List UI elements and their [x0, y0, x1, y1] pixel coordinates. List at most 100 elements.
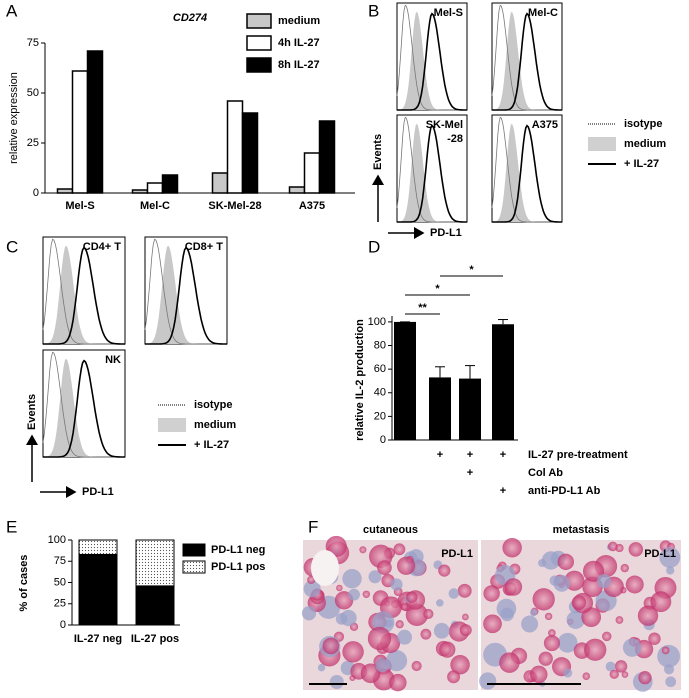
- x-axis-label: PD-L1: [430, 227, 462, 239]
- cell: [438, 564, 451, 577]
- legend-label: + IL-27: [624, 158, 659, 170]
- cell: [544, 612, 553, 621]
- y-tick-label: 75: [54, 555, 66, 567]
- cell: [615, 616, 624, 624]
- legend-label: isotype: [194, 399, 233, 411]
- cell: [504, 578, 523, 596]
- cell: [622, 638, 642, 657]
- cell: [483, 585, 500, 602]
- bar: [71, 70, 89, 194]
- cell: [433, 622, 450, 639]
- histogram-title: Mel-C: [528, 7, 558, 19]
- bar: [146, 182, 164, 194]
- panel-letter: D: [368, 237, 380, 256]
- panel-letter: B: [368, 1, 379, 20]
- cell: [336, 584, 343, 592]
- legend-label: medium: [624, 138, 666, 150]
- isotype-histogram: [42, 351, 125, 458]
- cell: [303, 580, 321, 598]
- bar: [226, 100, 244, 194]
- cell: [448, 588, 460, 599]
- cell: [405, 603, 429, 626]
- histogram-title: A375: [532, 119, 558, 131]
- cell: [530, 609, 538, 617]
- cell: [621, 671, 629, 678]
- cell: [459, 624, 472, 637]
- il27-histogram: [492, 124, 562, 223]
- y-tick-label: 60: [374, 363, 386, 375]
- histology-image: [301, 535, 478, 692]
- y-tick-label: 50: [27, 87, 39, 99]
- y-tick-label: 0: [380, 434, 386, 446]
- cell: [496, 598, 517, 619]
- y-tick-label: 25: [27, 137, 39, 149]
- legend-label: 8h IL-27: [278, 59, 320, 71]
- y-axis-label: Events: [26, 394, 38, 430]
- legend-swatch: [246, 35, 272, 51]
- y-tick-label: 75: [27, 37, 39, 49]
- cell: [499, 652, 520, 673]
- cell: [406, 591, 418, 603]
- x-tick-label: SK-Mel-28: [208, 200, 261, 212]
- cell: [602, 631, 612, 642]
- cell: [348, 588, 360, 601]
- legend-swatch: [246, 13, 272, 29]
- cell: [400, 603, 409, 611]
- y-tick-label: 100: [48, 534, 66, 546]
- cell: [553, 575, 571, 592]
- cell: [479, 672, 497, 690]
- bar: [86, 50, 104, 194]
- cell: [605, 661, 616, 672]
- medium-histogram: [492, 11, 562, 111]
- panel-letter: C: [6, 237, 18, 256]
- cell: [666, 566, 675, 575]
- medium-histogram: [397, 123, 467, 222]
- significance-label: *: [469, 264, 474, 276]
- isotype-histogram: [42, 238, 125, 345]
- error-bar: [435, 366, 445, 378]
- cell: [665, 676, 677, 688]
- significance-label: **: [418, 302, 427, 314]
- bar: [211, 172, 229, 194]
- cell: [411, 660, 422, 672]
- cell: [538, 559, 547, 568]
- image-title: metastasis: [553, 524, 610, 536]
- legend-swatch: [158, 418, 186, 432]
- cell: [436, 599, 444, 607]
- bar: [131, 189, 149, 194]
- cell: [530, 665, 548, 684]
- legend-swatch: [182, 543, 206, 557]
- bar: [288, 186, 306, 194]
- treatment-mark: +: [467, 467, 473, 479]
- cell: [582, 672, 591, 680]
- cell: [628, 542, 644, 557]
- cell: [625, 575, 644, 594]
- isotype-histogram: [396, 116, 467, 223]
- y-tick-label: 0: [33, 187, 39, 199]
- cell: [389, 673, 407, 692]
- legend-label: 4h IL-27: [278, 37, 320, 49]
- error-bar: [498, 319, 508, 325]
- cell: [538, 651, 553, 666]
- cell: [307, 575, 316, 584]
- bar-segment: [135, 539, 175, 587]
- bar: [429, 377, 451, 440]
- isotype-histogram: [396, 4, 467, 111]
- legend-swatch: [182, 560, 206, 574]
- cell: [423, 608, 434, 619]
- isotype-histogram: [144, 238, 227, 345]
- cell: [661, 646, 670, 655]
- y-tick-label: 50: [54, 576, 66, 588]
- cell: [597, 574, 612, 589]
- bar-segment: [135, 585, 175, 626]
- cell: [638, 671, 652, 685]
- x-tick-label: IL-27 pos: [131, 633, 179, 645]
- cell: [457, 583, 472, 598]
- bar: [492, 324, 514, 440]
- il27-histogram: [145, 246, 227, 345]
- cell: [502, 538, 522, 558]
- cell: [322, 637, 340, 655]
- cell: [663, 664, 675, 675]
- bar-segment: [78, 553, 118, 626]
- cell: [609, 669, 619, 679]
